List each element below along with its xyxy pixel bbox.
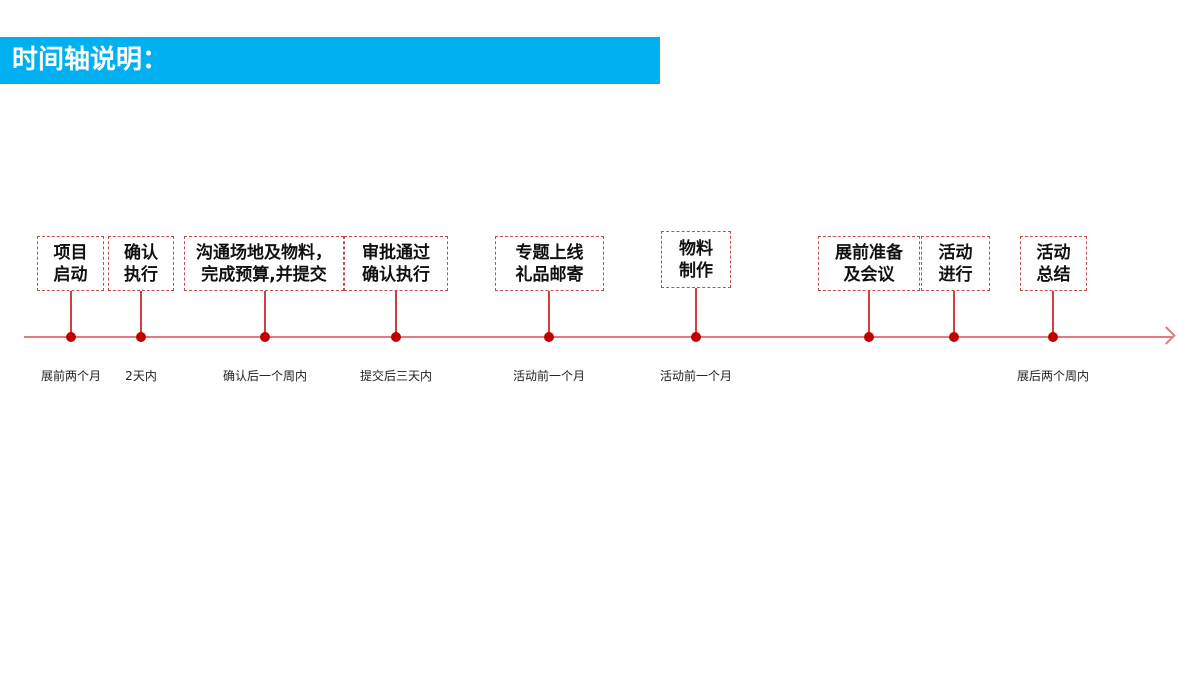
milestone-dot xyxy=(260,332,270,342)
milestone-dot xyxy=(391,332,401,342)
milestone-dot xyxy=(136,332,146,342)
milestone-dot xyxy=(949,332,959,342)
milestone-box: 物料 制作 xyxy=(661,231,731,288)
title-bar: 时间轴说明： xyxy=(0,37,660,84)
milestone-time-label: 展前两个月 xyxy=(40,369,102,383)
milestone-stem xyxy=(1052,291,1054,337)
milestone-time-label: 确认后一个周内 xyxy=(222,369,308,383)
milestone-stem xyxy=(70,291,72,337)
milestone-stem xyxy=(548,291,550,337)
milestone-time-label: 2天内 xyxy=(125,369,157,383)
milestone-dot xyxy=(1048,332,1058,342)
milestone-time-label: 提交后三天内 xyxy=(359,369,433,383)
milestone-time-label: 展后两个周内 xyxy=(1016,369,1090,383)
milestone-box: 审批通过 确认执行 xyxy=(344,236,448,291)
milestone-stem xyxy=(395,291,397,337)
timeline-axis xyxy=(24,336,1172,338)
milestone-box: 沟通场地及物料， 完成预算,并提交 xyxy=(184,236,344,291)
milestone-dot xyxy=(864,332,874,342)
milestone-stem xyxy=(953,291,955,337)
milestone-stem xyxy=(264,291,266,337)
milestone-box: 活动 总结 xyxy=(1020,236,1087,291)
milestone-stem xyxy=(140,291,142,337)
milestone-box: 确认 执行 xyxy=(108,236,174,291)
milestone-dot xyxy=(544,332,554,342)
milestone-box: 专题上线 礼品邮寄 xyxy=(495,236,604,291)
milestone-box: 项目 启动 xyxy=(37,236,104,291)
milestone-dot xyxy=(66,332,76,342)
milestone-dot xyxy=(691,332,701,342)
page-title: 时间轴说明： xyxy=(12,45,169,75)
milestone-time-label: 活动前一个月 xyxy=(512,369,586,383)
milestone-time-label: 活动前一个月 xyxy=(659,369,733,383)
axis-arrow-icon xyxy=(1157,326,1176,345)
milestone-stem xyxy=(695,288,697,337)
milestone-stem xyxy=(868,291,870,337)
milestone-box: 展前准备 及会议 xyxy=(818,236,920,291)
milestone-box: 活动 进行 xyxy=(921,236,990,291)
